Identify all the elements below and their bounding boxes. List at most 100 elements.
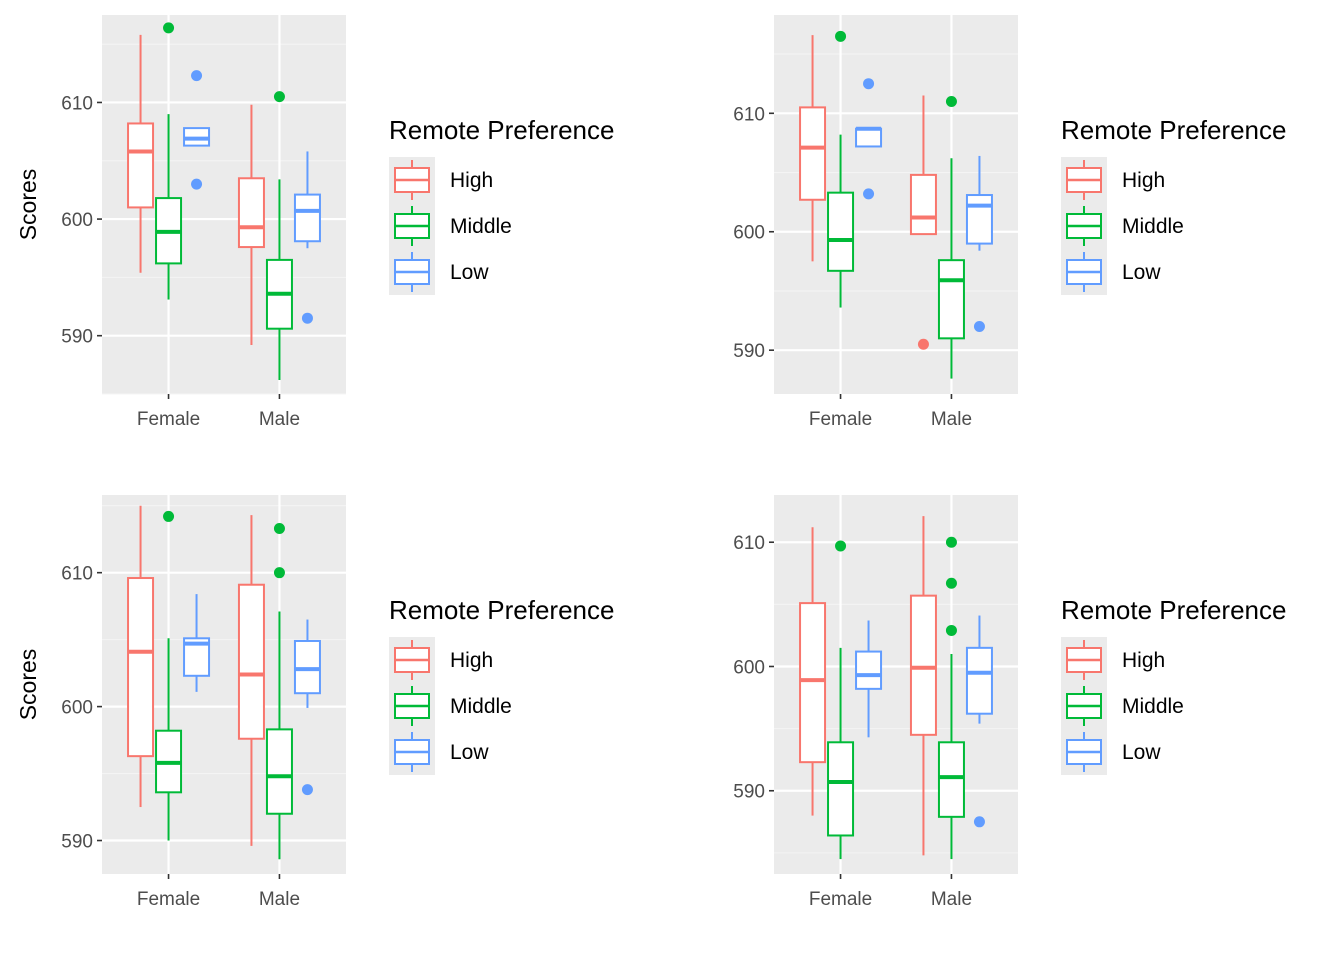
outlier-point [945, 536, 957, 548]
box-high-female [799, 35, 827, 262]
panel-3: 590 600 610 Female Male Scores [15, 495, 346, 910]
box-middle-male [265, 522, 293, 860]
box-body [799, 602, 827, 764]
y-tick-label: 590 [61, 327, 93, 348]
outlier-point [835, 30, 847, 42]
x-tick-label: Female [809, 889, 872, 910]
outlier-point [973, 320, 985, 332]
y-tick-label: 590 [733, 782, 765, 803]
box-high-female [799, 527, 827, 816]
outlier-point [273, 91, 285, 103]
outlier-point [973, 816, 985, 828]
outlier-point [273, 522, 285, 534]
legend-title: Remote Preference [389, 595, 614, 625]
box-low-female [855, 78, 883, 200]
y-tick-label: 600 [61, 698, 93, 719]
y-tick-label: 600 [733, 223, 765, 244]
y-tick-label: 610 [61, 564, 93, 585]
box-body [827, 191, 855, 272]
outlier-point [273, 567, 285, 579]
box-high-male [909, 95, 937, 350]
box-low-female [855, 620, 883, 738]
y-axis-title: Scores [15, 649, 41, 721]
box-low-male [293, 151, 321, 324]
box-body [937, 741, 965, 818]
box-low-female [183, 594, 211, 692]
box-body [909, 173, 937, 236]
legend-item-high: High [1122, 169, 1165, 192]
box-body [237, 177, 265, 249]
box-low-male [965, 155, 993, 332]
box-body [827, 741, 855, 837]
box-body [127, 577, 155, 758]
box-middle-female [155, 22, 183, 300]
box-body [293, 639, 321, 695]
box-high-male [237, 515, 265, 846]
box-body [293, 193, 321, 243]
legend-item-low: Low [1122, 261, 1161, 284]
box-body [965, 194, 993, 245]
y-axis-title: Scores [15, 169, 41, 241]
y-tick-label: 610 [733, 533, 765, 554]
legend-item-middle: Middle [1122, 695, 1184, 718]
box-middle-female [155, 510, 183, 841]
x-tick-label: Female [137, 889, 200, 910]
box-body [855, 127, 883, 148]
y-tick-label: 610 [61, 93, 93, 114]
y-tick-label: 590 [733, 341, 765, 362]
legend-title: Remote Preference [1061, 115, 1286, 145]
box-middle-male [265, 91, 293, 381]
y-tick-label: 610 [733, 104, 765, 125]
box-middle-male [937, 536, 965, 860]
box-low-male [293, 619, 321, 796]
legend-title: Remote Preference [389, 115, 614, 145]
outlier-point [863, 188, 875, 200]
box-body [855, 650, 883, 690]
panel-1: 590 600 610 Female Male Scores [15, 15, 346, 430]
y-tick-label: 600 [733, 657, 765, 678]
box-high-female [127, 505, 155, 808]
x-tick-label: Female [809, 409, 872, 430]
legend-item-middle: Middle [450, 695, 512, 718]
outlier-point [835, 540, 847, 552]
box-body [127, 122, 155, 209]
legend-4: Remote Preference High Middle Low [1061, 595, 1286, 775]
y-tick-label: 600 [61, 210, 93, 231]
legend-item-high: High [450, 169, 493, 192]
box-low-male [965, 615, 993, 828]
legend-3: Remote Preference High Middle Low [389, 595, 614, 775]
box-body [965, 646, 993, 715]
legend-item-high: High [1122, 649, 1165, 672]
outlier-point [863, 78, 875, 90]
outlier-point [301, 784, 313, 796]
outlier-point [191, 70, 203, 82]
outlier-point [917, 338, 929, 350]
x-tick-label: Male [931, 409, 972, 430]
outlier-point [163, 510, 175, 522]
y-tick-label: 590 [61, 832, 93, 853]
box-body [937, 259, 965, 340]
outlier-point [945, 577, 957, 589]
legend-item-low: Low [450, 741, 489, 764]
x-tick-label: Male [259, 889, 300, 910]
x-tick-label: Female [137, 409, 200, 430]
outlier-point [191, 178, 203, 190]
box-body [237, 583, 265, 740]
legend-2: Remote Preference High Middle Low [1061, 115, 1286, 295]
outlier-point [945, 95, 957, 107]
box-middle-male [937, 95, 965, 379]
legend-item-low: Low [1122, 741, 1161, 764]
box-body [799, 106, 827, 201]
box-high-female [127, 34, 155, 273]
box-body [265, 728, 293, 815]
panel-2: 590 600 610 Female Male [733, 15, 1018, 430]
outlier-point [301, 312, 313, 324]
box-high-male [237, 104, 265, 346]
box-middle-female [827, 30, 855, 308]
box-low-female [183, 70, 211, 190]
legend-item-low: Low [450, 261, 489, 284]
outlier-point [945, 624, 957, 636]
x-tick-label: Male [931, 889, 972, 910]
outlier-point [163, 22, 175, 34]
